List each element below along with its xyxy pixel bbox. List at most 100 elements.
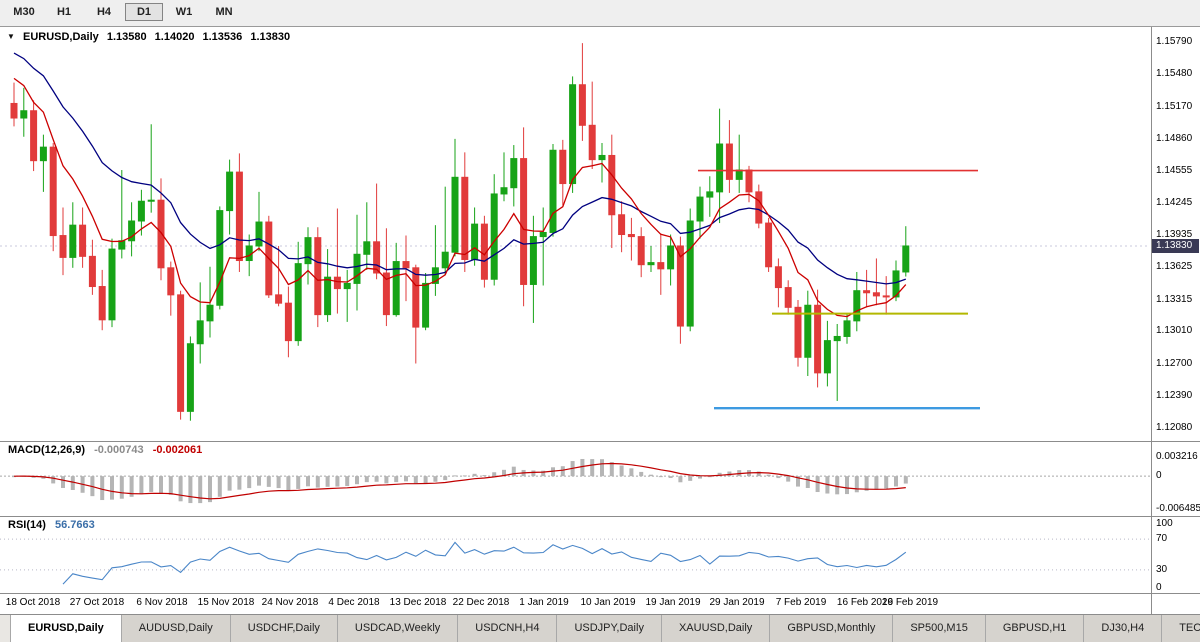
macd-panel[interactable] <box>0 441 1152 516</box>
candle-body <box>784 287 792 308</box>
candle-body <box>657 262 665 270</box>
macd-bar <box>835 476 840 495</box>
macd-bar <box>129 476 134 497</box>
candle-body <box>794 306 802 358</box>
chart-tab-usdchf-daily[interactable]: USDCHF,Daily <box>231 615 338 642</box>
price-axis[interactable]: 1.15790 1.15480 1.15170 1.14860 1.14555 1.142… <box>1152 27 1200 614</box>
candle-body <box>804 304 812 358</box>
chart-tab-dj30-h4[interactable]: DJ30,H4 <box>1084 615 1163 642</box>
chart-tab-gbpusd-h1[interactable]: GBPUSD,H1 <box>986 615 1085 642</box>
main-chart-area[interactable]: ▼ EURUSD,Daily 1.13580 1.14020 1.13536 1… <box>0 27 1152 441</box>
macd-bar <box>649 474 653 477</box>
macd-bar <box>874 476 879 490</box>
chart-tab-xauusd-daily[interactable]: XAUUSD,Daily <box>662 615 771 642</box>
macd-bar <box>433 476 438 482</box>
candle-body <box>755 191 763 224</box>
timeframe-toolbar: M30 H1 H4 D1 W1 MN <box>0 0 1200 27</box>
macd-bar <box>639 471 644 477</box>
candle-body <box>716 143 724 193</box>
candle-body <box>186 343 194 412</box>
chart-tab-usdcnh-h4[interactable]: USDCNH,H4 <box>458 615 558 642</box>
timeframe-button-d1[interactable]: D1 <box>125 3 163 21</box>
date-label: 18 Oct 2018 <box>5 597 61 608</box>
macd-bar <box>423 476 428 483</box>
candle-body <box>402 261 410 269</box>
timeframe-button-w1[interactable]: W1 <box>175 6 193 18</box>
date-label: 7 Feb 2019 <box>775 597 827 608</box>
candle-body <box>863 290 871 294</box>
timeframe-button-mn[interactable]: MN <box>215 6 233 18</box>
macd-bar <box>482 475 487 477</box>
chart-tab-usdjpy-daily[interactable]: USDJPY,Daily <box>557 615 662 642</box>
macd-bar <box>227 476 232 491</box>
candle-body <box>137 200 145 222</box>
time-axis[interactable]: 18 Oct 2018 27 Oct 2018 6 Nov 2018 15 Nov 2… <box>0 593 1152 614</box>
candle-body <box>627 234 635 238</box>
chart-dropdown-icon[interactable]: ▼ <box>7 32 15 41</box>
candle-body <box>725 143 733 180</box>
tab-scroll-stub[interactable] <box>0 615 11 642</box>
macd-bar <box>864 476 869 491</box>
date-label: 29 Jan 2019 <box>709 597 765 608</box>
macd-axis-label: 0 <box>1156 470 1162 482</box>
macd-bar <box>159 476 163 493</box>
candle-body <box>294 263 302 342</box>
candle-body <box>431 267 439 284</box>
chart-tab-sp500-m15[interactable]: SP500,M15 <box>893 615 986 642</box>
candle-body <box>382 272 390 316</box>
macd-bar <box>472 473 477 477</box>
price-axis-label: 1.12080 <box>1156 421 1193 433</box>
candle-body <box>412 267 420 328</box>
candle-body <box>284 302 292 342</box>
macd-bar <box>590 459 595 477</box>
chart-tab-usdcad-weekly[interactable]: USDCAD,Weekly <box>338 615 459 642</box>
candle-body <box>529 236 537 285</box>
macd-bar <box>658 476 663 478</box>
candlestick-chart[interactable] <box>0 27 1152 441</box>
candle-body <box>69 224 77 258</box>
macd-bar <box>854 476 859 493</box>
macd-bar <box>462 475 467 477</box>
chart-tab-eurusd-daily[interactable]: EURUSD,Daily <box>11 615 122 642</box>
macd-signal-value: -0.002061 <box>152 444 203 456</box>
macd-bar <box>266 476 271 487</box>
macd-bar <box>286 476 291 491</box>
macd-bar <box>678 476 683 483</box>
candle-body <box>373 241 381 274</box>
candle-body <box>618 214 626 236</box>
chart-tab-audusd-daily[interactable]: AUDUSD,Daily <box>122 615 231 642</box>
date-label: 15 Nov 2018 <box>197 597 255 608</box>
timeframe-button-h4[interactable]: H4 <box>96 6 112 18</box>
date-label: 27 Oct 2018 <box>69 597 125 608</box>
macd-bar <box>796 476 800 487</box>
candle-body <box>98 286 106 321</box>
rsi-name: RSI(14) <box>8 519 46 531</box>
macd-bar <box>609 462 614 477</box>
macd-bar <box>717 472 722 477</box>
macd-bar <box>51 476 56 484</box>
chart-tab-gbpusd-monthly[interactable]: GBPUSD,Monthly <box>770 615 894 642</box>
candle-body <box>647 262 655 266</box>
candle-body <box>324 276 332 316</box>
rsi-panel[interactable] <box>0 516 1152 593</box>
macd-bar <box>306 476 310 487</box>
candle-body <box>853 290 861 322</box>
macd-bar <box>257 476 261 486</box>
candle-body <box>196 320 204 345</box>
candle-body <box>578 84 586 126</box>
chart-tab-tech100-h4[interactable]: TECH100,H4 <box>1162 615 1200 642</box>
macd-bar <box>296 476 301 489</box>
date-label: 26 Feb 2019 <box>881 597 939 608</box>
ma-slow-line <box>13 52 907 285</box>
timeframe-button-m30[interactable]: M30 <box>13 6 35 18</box>
macd-bar <box>776 476 781 479</box>
candle-body <box>569 84 577 185</box>
macd-axis-label: -0.006485 <box>1156 503 1200 514</box>
candle-body <box>608 154 616 216</box>
macd-bar <box>208 476 212 503</box>
candle-body <box>882 295 890 298</box>
price-axis-label: 1.15170 <box>1156 100 1193 112</box>
date-label: 1 Jan 2019 <box>519 597 569 608</box>
timeframe-button-h1[interactable]: H1 <box>56 6 72 18</box>
